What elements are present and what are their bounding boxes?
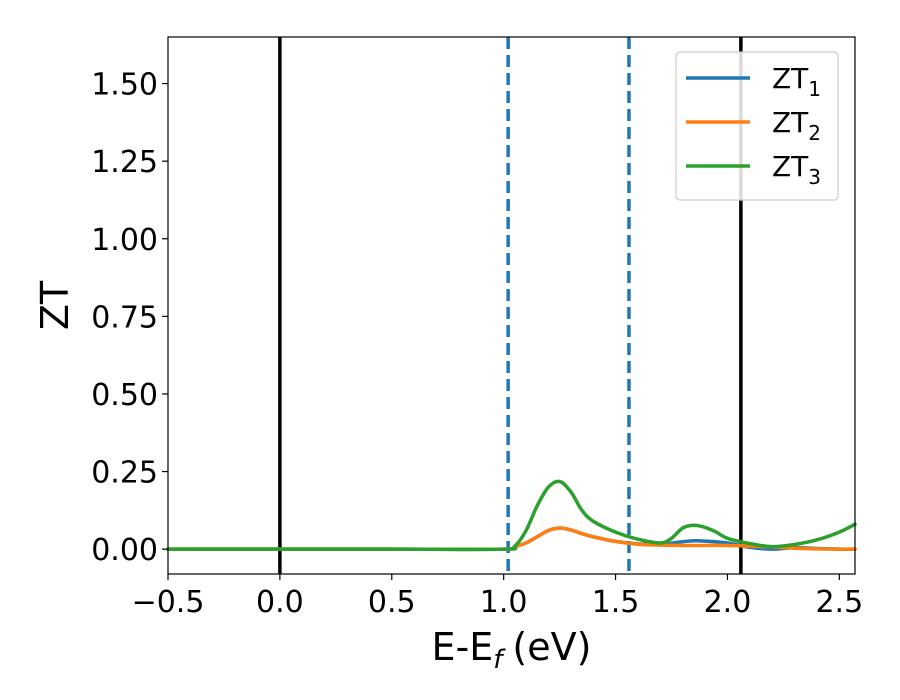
legend-label-2: ZT2 [772, 106, 821, 145]
x-tick-label: 2.0 [704, 585, 752, 620]
y-tick-label: 0.75 [91, 300, 158, 335]
x-tick-label: 2.5 [815, 585, 863, 620]
legend: ZT1 ZT2 ZT3 [675, 51, 839, 201]
x-axis-ticks: −0.5 0.0 0.5 1.0 1.5 2.0 2.5 [132, 574, 863, 620]
legend-label-1: ZT1 [772, 62, 821, 101]
plot-frame [167, 36, 856, 575]
legend-box [675, 51, 839, 201]
y-axis-label: ZT [33, 280, 77, 330]
x-tick-label: 1.0 [480, 585, 528, 620]
y-axis-ticks: 0.00 0.25 0.50 0.75 1.00 1.25 1.50 [91, 68, 168, 568]
y-tick-label: 1.25 [91, 145, 158, 180]
x-tick-label: 0.0 [256, 585, 304, 620]
y-tick-label: 1.50 [91, 68, 158, 103]
series-line-3 [166, 479, 857, 552]
series-line-2 [166, 526, 857, 552]
x-tick-label: 0.5 [368, 585, 416, 620]
y-tick-label: 0.50 [91, 378, 158, 413]
series-lines [166, 479, 857, 552]
y-tick-label: 1.00 [91, 223, 158, 258]
x-tick-label: 1.5 [592, 585, 640, 620]
y-tick-label: 0.00 [91, 533, 158, 568]
x-tick-label: −0.5 [132, 585, 205, 620]
legend-label-3: ZT3 [772, 150, 821, 189]
x-axis-label-subscript: f [493, 645, 506, 675]
x-axis-label-unit: (eV) [512, 625, 591, 669]
y-tick-label: 0.25 [91, 456, 158, 491]
reference-lines [278, 37, 743, 574]
x-axis-label: E-Ef (eV) [432, 625, 592, 675]
x-axis-label-main: E-E [432, 625, 494, 669]
